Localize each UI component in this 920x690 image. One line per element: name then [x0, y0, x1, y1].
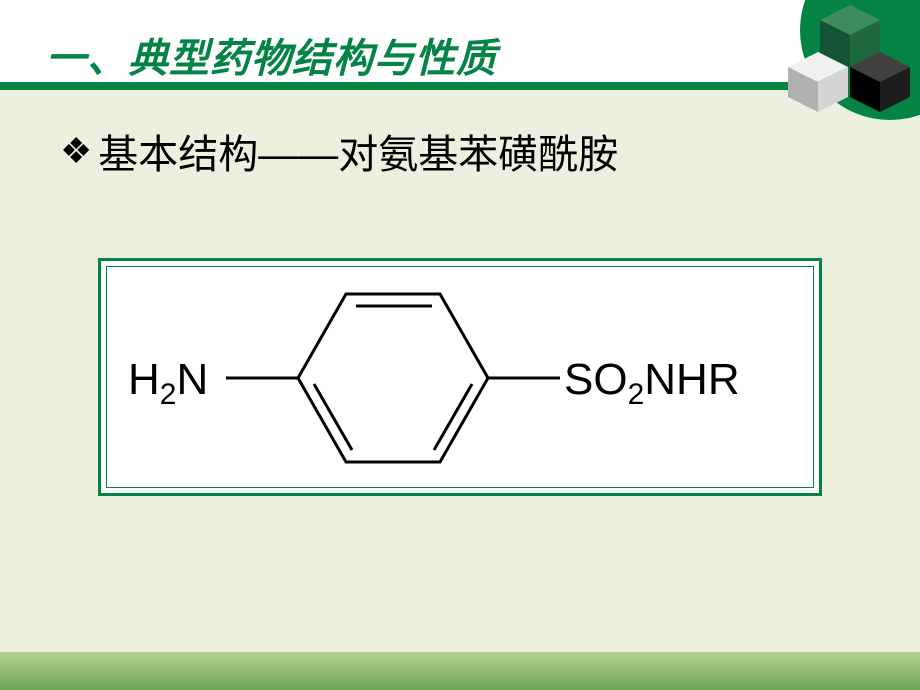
corner-decoration: [740, 0, 920, 180]
lbl-H: H: [128, 355, 160, 404]
lbl-NHR: NHR: [644, 355, 739, 404]
lbl-N: N: [176, 355, 208, 404]
footer-bar: [0, 652, 920, 690]
subtitle-text: 基本结构——对氨基苯磺酰胺: [98, 122, 618, 180]
benzene-ring: [298, 294, 488, 462]
right-group-label: SO2NHR: [564, 355, 740, 411]
page-title: 一、典型药物结构与性质: [46, 26, 497, 84]
lbl-SO: SO: [564, 355, 628, 404]
chemical-structure-box: H2N SO2NHR: [98, 258, 822, 496]
left-group-label: H2N: [128, 355, 208, 411]
lbl-sub2: 2: [628, 378, 645, 411]
subtitle-row: ❖ 基本结构——对氨基苯磺酰胺: [60, 122, 618, 180]
chemical-structure-diagram: H2N SO2NHR: [118, 278, 802, 476]
lbl-2: 2: [160, 378, 177, 411]
cubes-icon: [780, 0, 920, 120]
bullet-icon: ❖: [60, 133, 92, 169]
